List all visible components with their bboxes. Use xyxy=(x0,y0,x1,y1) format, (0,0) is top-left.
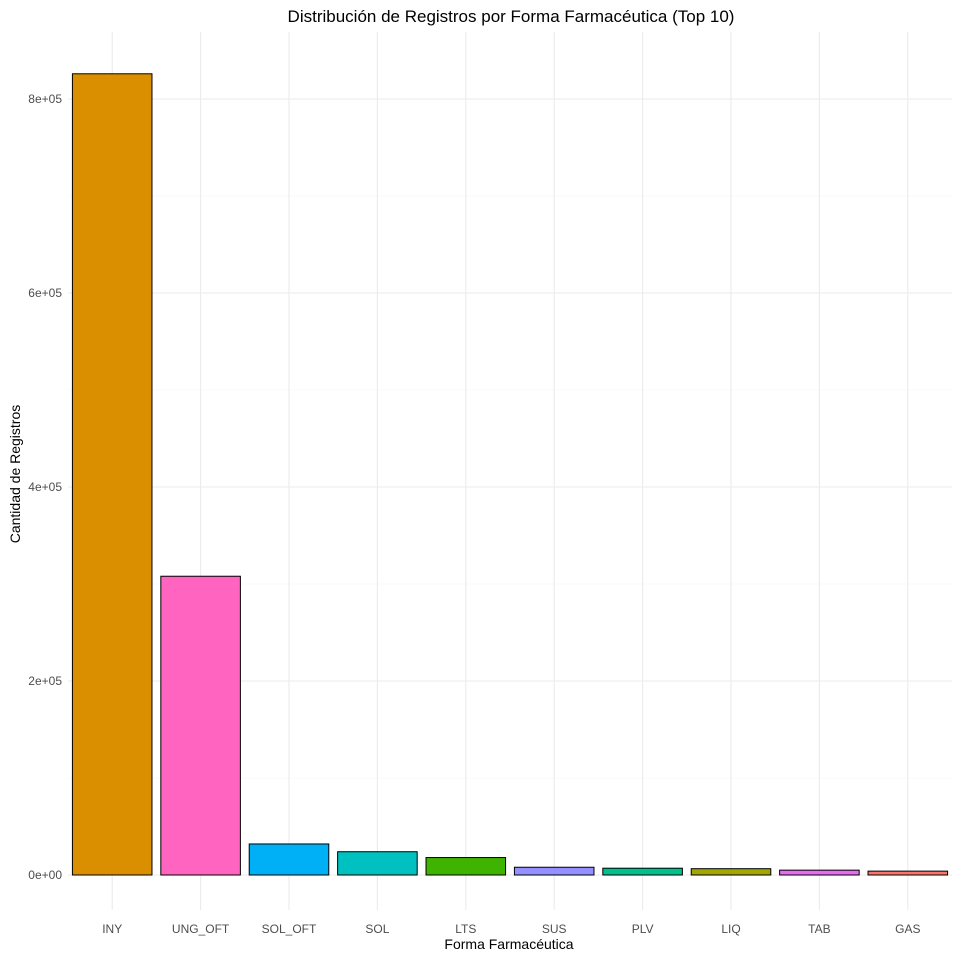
x-tick-label: SOL_OFT xyxy=(262,922,317,936)
x-tick-label: LIQ xyxy=(721,922,740,936)
bar-plv xyxy=(602,867,683,876)
x-tick-label: UNG_OFT xyxy=(172,922,230,936)
bar-lts xyxy=(425,857,507,876)
y-axis-ticks: 0e+00 2e+05 4e+05 6e+05 8e+05 xyxy=(28,92,62,882)
x-axis-ticks: INY UNG_OFT SOL_OFT SOL LTS SUS PLV LIQ TAB GAS xyxy=(102,922,920,936)
bar-sol xyxy=(337,851,418,876)
bar-gas xyxy=(867,870,949,876)
y-tick-label: 0e+00 xyxy=(28,868,62,882)
x-tick-label: SOL xyxy=(365,922,389,936)
bar-tab xyxy=(779,869,860,876)
bar-liq xyxy=(690,868,772,876)
bars xyxy=(71,73,949,876)
x-tick-label: GAS xyxy=(895,922,920,936)
x-tick-label: TAB xyxy=(808,922,830,936)
bar-sol-oft xyxy=(248,843,330,876)
x-tick-label: PLV xyxy=(632,922,654,936)
bar-sus xyxy=(513,866,595,876)
y-tick-label: 6e+05 xyxy=(28,286,62,300)
y-tick-label: 2e+05 xyxy=(28,674,62,688)
chart-title: Distribución de Registros por Forma Farm… xyxy=(288,7,735,26)
bar-iny xyxy=(71,73,153,876)
x-axis-title: Forma Farmacéutica xyxy=(444,936,573,952)
y-tick-label: 8e+05 xyxy=(28,92,62,106)
bar-ung-oft xyxy=(160,575,241,876)
x-tick-label: SUS xyxy=(542,922,567,936)
x-tick-label: INY xyxy=(102,922,122,936)
y-tick-label: 4e+05 xyxy=(28,480,62,494)
y-axis-title: Cantidad de Registros xyxy=(7,405,23,544)
x-tick-label: LTS xyxy=(455,922,476,936)
